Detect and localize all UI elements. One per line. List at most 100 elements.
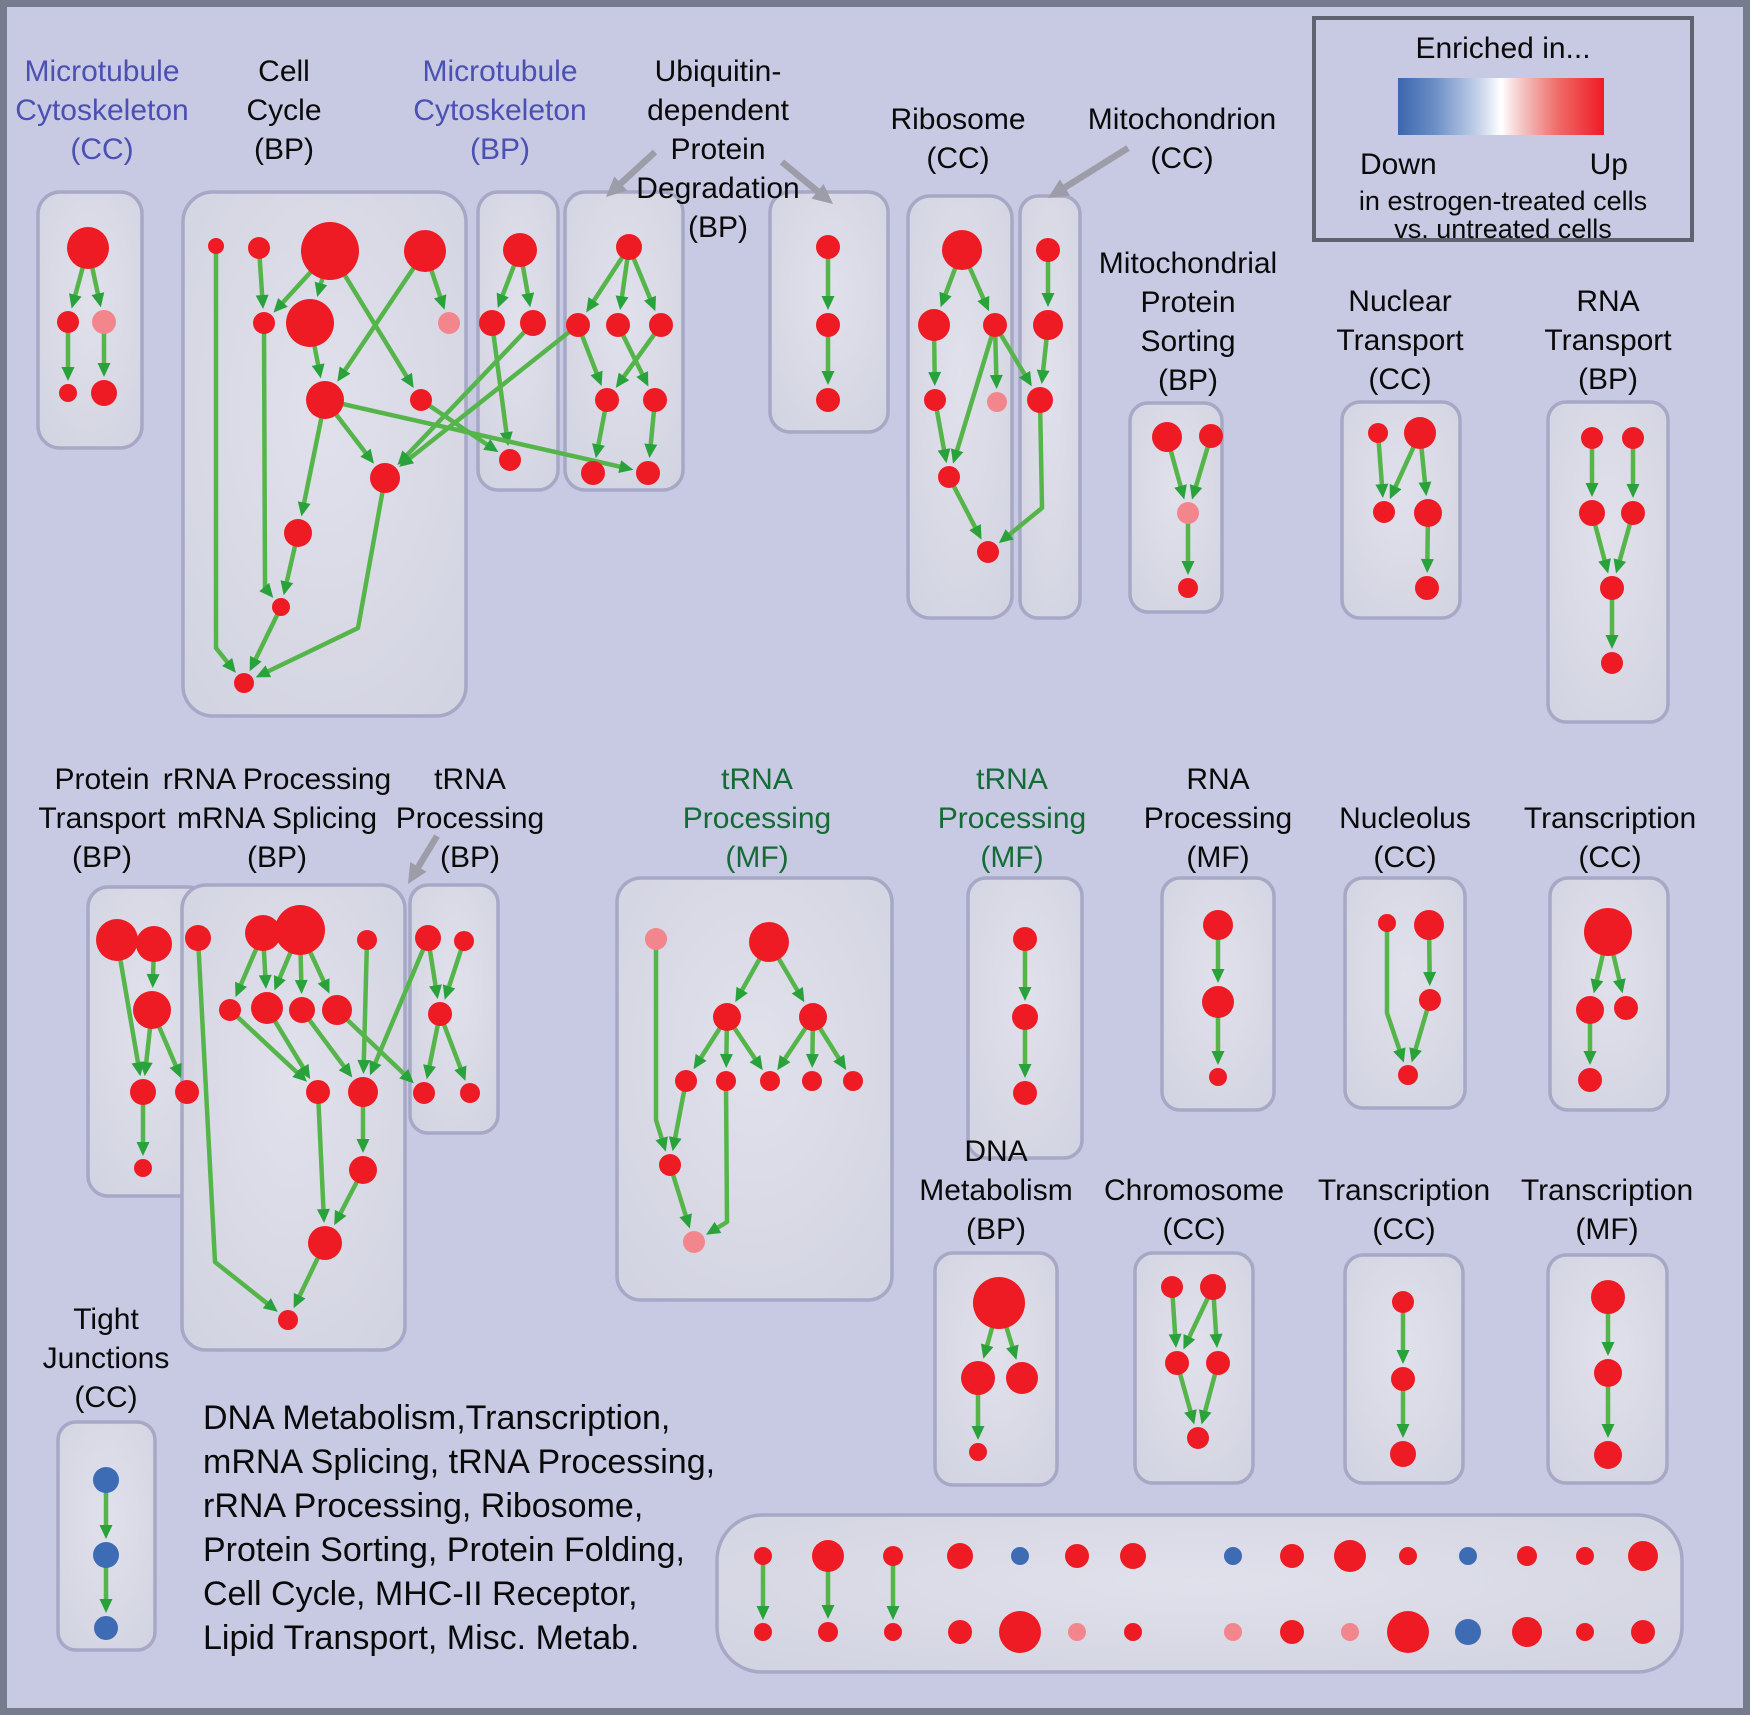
node-rrna-processing-mrna-splicing-bp-4-red [219, 999, 241, 1021]
node-cell-cycle-bp-7-red [306, 381, 344, 419]
edge-ribosome-cc-2-head [928, 371, 942, 387]
edge-ubiquitin-degradation-bp-1-4-head [636, 371, 649, 387]
node-trna-processing-mf-2-0-red [1013, 927, 1037, 951]
node-chromosome-cc-2-red [1165, 1351, 1189, 1375]
edge-protein-transport-bp-2-head [139, 1061, 153, 1077]
node-shared-terms-strip-18-red [948, 1620, 972, 1644]
node-rrna-processing-mrna-splicing-bp-8-red [306, 1080, 330, 1104]
node-shared-terms-strip-0-red [754, 1547, 772, 1565]
annotation-arrow-3-head [408, 861, 427, 884]
edge-rrna-processing-mrna-splicing-bp-12-head [293, 1292, 306, 1309]
node-microtubule-cytoskeleton-cc-1-red [57, 311, 79, 333]
edge-ribosome-cc-4-head [937, 448, 951, 464]
edge-trna-processing-bp-3-head [454, 1065, 467, 1081]
edge-rna-processing-mf-0-head [1211, 969, 1225, 983]
node-trna-processing-bp-1-red [454, 931, 474, 951]
node-ribosome-cc-3-red [924, 389, 946, 411]
annotation-arrow-3-shaft [414, 834, 440, 871]
node-transcription-mf-0-red [1591, 1280, 1625, 1314]
edge-rrna-processing-mrna-splicing-bp-10-head [356, 1139, 370, 1153]
cross-edge-0-shaft [404, 321, 535, 458]
edge-protein-transport-bp-4-head [136, 1142, 150, 1156]
edge-ubiquitin-degradation-bp-1-6-head [592, 443, 605, 459]
node-transcription-cc-2-0-red [1392, 1291, 1414, 1313]
cross-edge-6-head [369, 1059, 382, 1076]
group-label-16: Transcription (CC) [1523, 802, 1697, 874]
edge-microtubule-cytoskeleton-cc-2-head [61, 367, 75, 381]
node-transcription-cc-1-2-red [1614, 996, 1638, 1020]
edge-rrna-processing-mrna-splicing-bp-1-head [258, 974, 272, 990]
node-protein-transport-bp-3-red [130, 1079, 156, 1105]
edge-cell-cycle-bp-11-shaft [265, 477, 388, 675]
node-rna-transport-bp-4-red [1600, 576, 1624, 600]
edge-cell-cycle-bp-7-head [311, 363, 325, 379]
edge-trna-processing-mf-1-11-head [705, 1221, 722, 1235]
node-nuclear-transport-cc-3-red [1414, 499, 1442, 527]
node-ubiquitin-degradation-bp-1-0-red [616, 234, 642, 260]
node-mitochondrial-protein-sorting-bp-0-red [1152, 422, 1182, 452]
node-shared-terms-strip-6-red [1120, 1543, 1146, 1569]
edge-nucleolus-cc-2-shaft [1384, 923, 1403, 1053]
node-ubiquitin-degradation-bp-1-2-red [606, 313, 630, 337]
node-shared-terms-strip-16-red [818, 1622, 838, 1642]
legend: Enriched in... Down Up in estrogen-treat… [1312, 16, 1694, 244]
layer-nodes [57, 222, 1658, 1653]
edge-microtubule-cytoskeleton-cc-3-head [97, 363, 111, 377]
node-cell-cycle-bp-3-red [404, 230, 446, 272]
edge-tight-junctions-cc-1-head [99, 1599, 113, 1613]
group-label-3: Ubiquitin- dependent Protein Degradation… [636, 55, 800, 244]
node-trna-processing-mf-1-3-red [799, 1003, 827, 1031]
node-rna-processing-mf-0-red [1203, 910, 1233, 940]
node-cell-cycle-bp-10-red [284, 519, 312, 547]
edge-tight-junctions-cc-0-head [99, 1525, 113, 1539]
annotation-arrow-0-head [606, 176, 628, 197]
cross-edge-1-head [399, 453, 415, 467]
edge-ubiquitin-degradation-bp-2-1-head [821, 371, 835, 385]
edge-cell-cycle-bp-12-head [280, 580, 294, 596]
edge-trna-processing-mf-1-11-shaft [715, 1080, 730, 1231]
edge-rrna-processing-mrna-splicing-bp-5-head [357, 1059, 371, 1075]
group-label-0: Microtubule Cytoskeleton (CC) [15, 55, 189, 166]
node-nuclear-transport-cc-0-red [1368, 423, 1388, 443]
edge-trna-processing-mf-1-7-head [833, 1054, 847, 1070]
edge-rrna-processing-mrna-splicing-bp-8-head [338, 1062, 353, 1078]
node-microtubule-cytoskeleton-cc-3-red [59, 384, 77, 402]
node-protein-transport-bp-1-red [136, 926, 172, 962]
edge-cell-cycle-bp-13-shaft [252, 606, 284, 662]
node-shared-terms-strip-5-red [1065, 1544, 1089, 1568]
edge-transcription-mf-1-head [1601, 1424, 1615, 1438]
node-ubiquitin-degradation-bp-1-1-red [566, 313, 590, 337]
cross-edge-2-head [483, 438, 499, 453]
cross-edge-7-shaft [335, 1008, 407, 1077]
edge-transcription-mf-0-head [1601, 1342, 1615, 1356]
node-shared-terms-strip-24-pink [1341, 1623, 1359, 1641]
node-trna-processing-mf-1-9-red [659, 1154, 681, 1176]
node-shared-terms-strip-1-red [812, 1540, 844, 1572]
node-dna-metabolism-bp-2-red [1006, 1362, 1038, 1394]
node-rna-transport-bp-1-red [1622, 427, 1644, 449]
node-chromosome-cc-4-red [1187, 1427, 1209, 1449]
edge-trna-processing-mf-1-0-head [735, 986, 748, 1003]
node-cell-cycle-bp-11-red [272, 598, 290, 616]
edge-cell-cycle-bp-6-shaft [342, 249, 427, 374]
edge-ribosome-cc-0-head [939, 291, 952, 308]
group-label-10: rRNA Processing mRNA Splicing (BP) [162, 763, 392, 874]
node-ribosome-cc-5-red [938, 466, 960, 488]
edge-trna-processing-bp-0-head [429, 984, 442, 1000]
node-shared-terms-strip-20-pink [1068, 1623, 1086, 1641]
node-shared-terms-strip-4-blue [1011, 1547, 1029, 1565]
node-ubiquitin-degradation-bp-2-2-red [816, 388, 840, 412]
edge-chromosome-cc-3-head [1184, 1409, 1197, 1425]
node-cell-cycle-bp-0-red [208, 238, 224, 254]
edge-transcription-cc-2-1-head [1396, 1424, 1410, 1438]
node-protein-transport-bp-5-red [134, 1159, 152, 1177]
edge-shared-terms-strip-2-head [886, 1606, 900, 1620]
node-rna-transport-bp-0-red [1581, 427, 1603, 449]
node-mitochondrion-cc-0-red [1036, 238, 1060, 262]
edge-trna-processing-mf-1-8-head [655, 1136, 668, 1152]
group-box-rrna-processing-mrna-splicing-bp [180, 883, 407, 1352]
edge-rrna-processing-mrna-splicing-bp-6-shaft [228, 1008, 300, 1076]
annotation-arrow-2-shaft [1061, 145, 1130, 192]
node-shared-terms-strip-8-red [1280, 1544, 1304, 1568]
